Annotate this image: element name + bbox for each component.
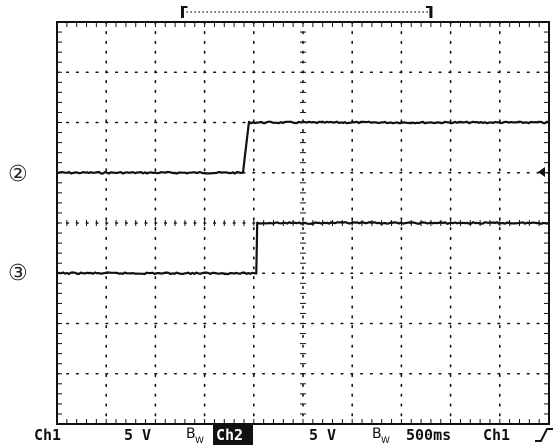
trigger-slope-rising-icon [535, 428, 553, 442]
series-marker-2: ② [8, 162, 28, 187]
trigger-source-label: Ch1 [483, 426, 510, 444]
ch2-bandwidth-limit-sub: W [381, 436, 390, 446]
ch1-label: Ch1 [34, 426, 61, 444]
traces [56, 120, 550, 276]
trigger-level-icon [538, 167, 545, 177]
status-bar: Ch1 5 V B W Ch2 5 V B W 500ms Ch1 [34, 425, 553, 446]
ch2-label: Ch2 [216, 426, 243, 444]
ch2-bandwidth-limit-icon: B [372, 426, 382, 442]
ch2-volts-per-div: 5 V [309, 426, 336, 444]
ch1-volts-per-div: 5 V [124, 426, 151, 444]
ch1-bandwidth-limit-icon: B [186, 426, 196, 442]
record-window-bracket [180, 6, 433, 18]
trace-series-2 [56, 221, 550, 276]
ch1-bandwidth-limit-sub: W [195, 436, 204, 446]
series-marker-3: ③ [8, 261, 28, 286]
timebase-label: 500ms [406, 426, 451, 444]
trace-series-1 [56, 120, 550, 175]
ch2-label-highlight [213, 425, 253, 445]
